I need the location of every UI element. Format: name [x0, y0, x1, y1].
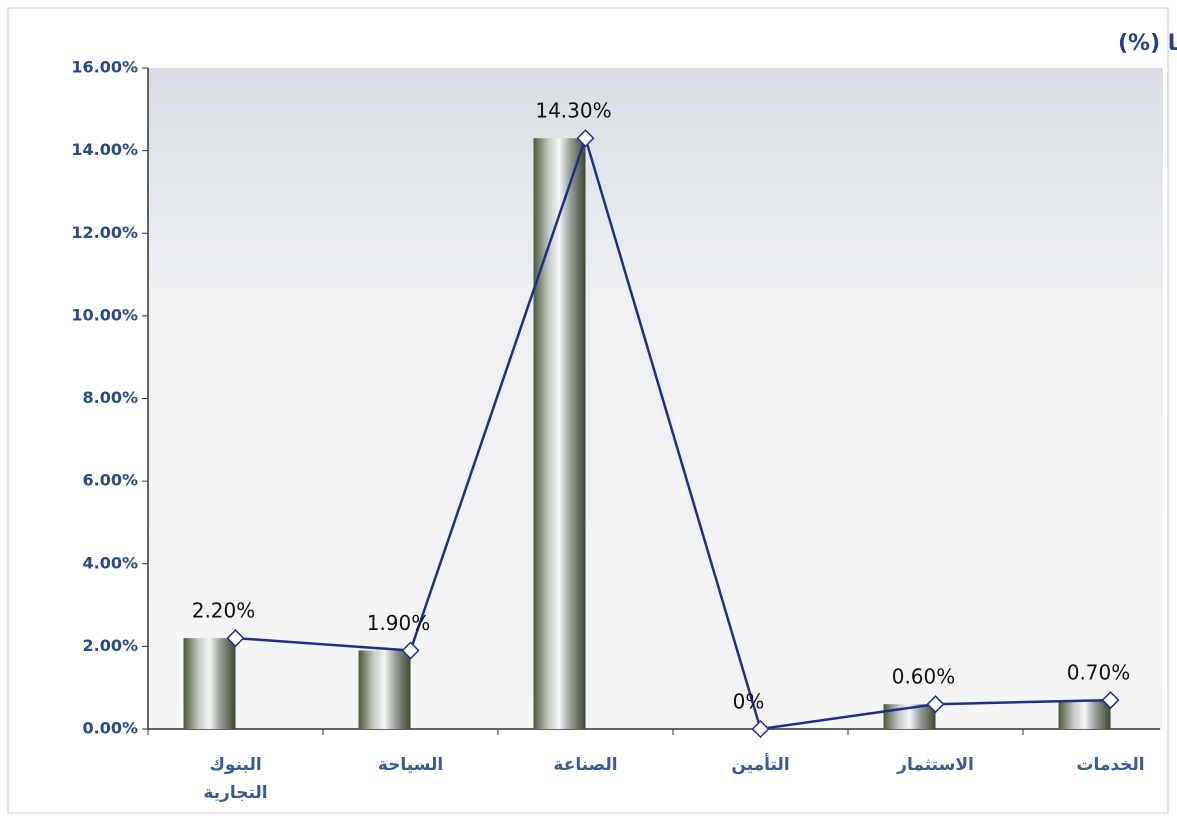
value-label: 0%: [733, 690, 765, 714]
x-tick-label: الصناعة: [511, 751, 661, 779]
y-tick-label: 16.00%: [71, 58, 138, 77]
bar: [534, 138, 586, 729]
bar: [184, 638, 236, 729]
y-tick-label: 6.00%: [82, 471, 138, 490]
chart-title: حركة المؤشرات القطاعية خلال الأسبوع الما…: [1118, 28, 1177, 56]
value-label: 2.20%: [192, 599, 256, 623]
x-tick-label: البنوك التجارية: [161, 751, 311, 807]
value-label: 0.60%: [892, 665, 956, 689]
bar: [359, 651, 411, 729]
y-tick-label: 2.00%: [82, 636, 138, 655]
y-tick-label: 4.00%: [82, 553, 138, 572]
value-label: 1.90%: [367, 611, 431, 635]
chart: حركة المؤشرات القطاعية خلال الأسبوع الما…: [0, 0, 1177, 821]
y-tick-label: 8.00%: [82, 388, 138, 407]
x-tick-label: الخدمات: [1036, 751, 1177, 779]
y-tick-label: 14.00%: [71, 140, 138, 159]
y-tick-label: 10.00%: [71, 305, 138, 324]
value-label: 0.70%: [1067, 661, 1131, 685]
y-tick-label: 0.00%: [82, 719, 138, 738]
x-tick-label: التأمين: [686, 751, 836, 779]
plot-background: [148, 68, 1163, 730]
x-tick-label: السياحة: [336, 751, 486, 779]
x-tick-label: الاستثمار: [861, 751, 1011, 779]
page: حركة المؤشرات القطاعية خلال الأسبوع الما…: [0, 0, 1177, 821]
value-label: 14.30%: [535, 99, 611, 123]
bar: [1059, 700, 1111, 729]
y-tick-label: 12.00%: [71, 223, 138, 242]
